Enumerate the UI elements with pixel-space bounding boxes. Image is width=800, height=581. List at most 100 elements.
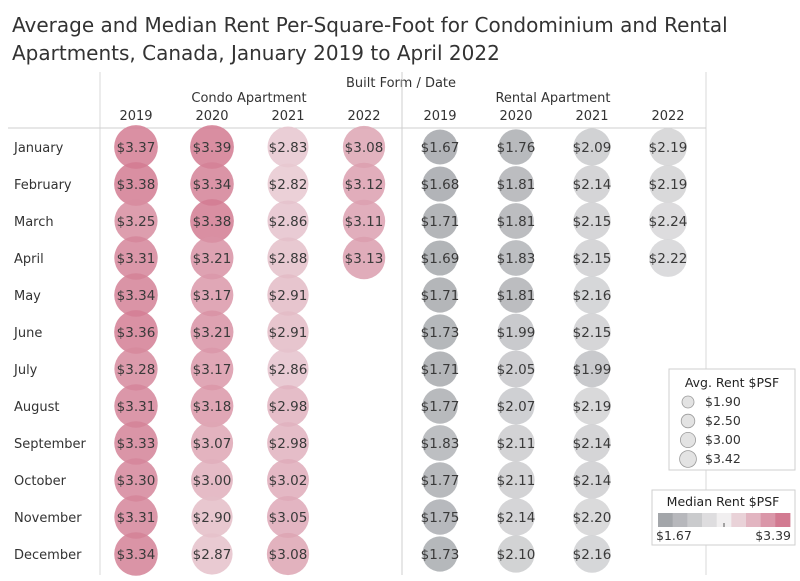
value-label: $1.81 xyxy=(497,288,536,304)
color-ramp-step xyxy=(702,513,718,527)
value-label: $3.05 xyxy=(269,510,308,526)
value-circle xyxy=(573,276,611,314)
value-label: $1.68 xyxy=(421,177,460,193)
value-label: $3.38 xyxy=(117,177,156,193)
color-ramp-step xyxy=(658,513,674,527)
value-label: $1.83 xyxy=(497,251,536,267)
value-circle xyxy=(498,129,534,165)
row-labels: January February March April May June July Augu… xyxy=(13,141,87,563)
value-circle xyxy=(497,461,535,499)
value-circle xyxy=(497,313,535,351)
value-label: $3.28 xyxy=(117,362,156,378)
value-label: $2.09 xyxy=(573,140,612,156)
value-label: $2.91 xyxy=(269,288,308,304)
value-circle xyxy=(573,313,611,351)
value-circle xyxy=(114,125,158,169)
value-circle xyxy=(422,425,458,461)
value-label: $2.98 xyxy=(269,399,308,415)
value-circle xyxy=(573,128,611,166)
value-circle xyxy=(267,163,309,205)
color-legend-min: $1.67 xyxy=(656,528,692,543)
value-circle xyxy=(573,202,611,240)
value-label: $3.08 xyxy=(345,140,384,156)
value-label: $2.15 xyxy=(573,251,612,267)
column-headers: Condo Apartment 2019 2020 2021 2022 Rental Ap… xyxy=(119,91,684,124)
value-circle xyxy=(190,421,234,465)
size-legend-circle xyxy=(680,413,696,429)
value-label: $2.88 xyxy=(269,251,308,267)
value-circle xyxy=(573,424,611,462)
value-label: $3.30 xyxy=(117,473,156,489)
value-circle xyxy=(498,203,534,239)
value-label: $3.11 xyxy=(345,214,384,230)
value-label: $2.11 xyxy=(497,473,536,489)
value-label: $1.76 xyxy=(497,140,536,156)
value-label: $1.75 xyxy=(421,510,460,526)
value-circle xyxy=(573,350,611,388)
value-circle xyxy=(422,499,458,535)
value-circle xyxy=(497,387,535,425)
value-label: $1.99 xyxy=(497,325,536,341)
value-label: $2.86 xyxy=(269,362,308,378)
color-ramp-step xyxy=(746,513,762,527)
month-label: January xyxy=(13,141,64,156)
value-label: $2.24 xyxy=(649,214,688,230)
value-circle xyxy=(190,347,234,391)
value-circle xyxy=(190,310,234,354)
month-label: June xyxy=(13,326,42,341)
value-label: $2.20 xyxy=(573,510,612,526)
value-circle xyxy=(267,126,309,168)
value-circle xyxy=(267,459,309,501)
month-label: March xyxy=(14,215,54,230)
data-marks: $3.37 $3.38 $3.25 $3.31 $3.34 $3.36 $3.28 $3.31… xyxy=(114,125,687,576)
value-circle xyxy=(190,199,234,243)
value-label: $3.34 xyxy=(193,177,232,193)
value-label: $3.02 xyxy=(269,473,308,489)
value-circle xyxy=(191,459,233,501)
value-circle xyxy=(190,236,234,280)
year-header: 2022 xyxy=(651,109,684,124)
size-legend-items: $1.90 $2.50 $3.00 $3.42 xyxy=(679,394,741,468)
value-circle xyxy=(267,311,309,353)
value-circle xyxy=(497,535,535,573)
value-circle xyxy=(266,495,310,539)
group-header: Condo Apartment xyxy=(191,91,306,106)
color-legend-title: Median Rent $PSF xyxy=(667,494,780,509)
value-label: $2.05 xyxy=(497,362,536,378)
year-header: 2021 xyxy=(271,109,304,124)
size-legend-title: Avg. Rent $PSF xyxy=(685,375,779,390)
color-legend-max: $3.39 xyxy=(755,528,791,543)
value-label: $2.82 xyxy=(269,177,308,193)
chart-title-line-2: Apartments, Canada, January 2019 to Apri… xyxy=(12,41,500,65)
value-label: $2.98 xyxy=(269,436,308,452)
value-circle xyxy=(649,165,687,203)
value-circle xyxy=(114,458,158,502)
value-circle xyxy=(498,166,534,202)
value-label: $2.11 xyxy=(497,436,536,452)
value-label: $2.14 xyxy=(573,177,612,193)
color-legend: Median Rent $PSF $1.67 $3.39 xyxy=(651,489,796,546)
month-label: August xyxy=(14,400,60,415)
month-label: May xyxy=(14,289,41,304)
value-circle xyxy=(422,277,458,313)
year-header: 2020 xyxy=(195,109,228,124)
value-label: $3.36 xyxy=(117,325,156,341)
color-ramp xyxy=(658,513,791,527)
value-circle xyxy=(422,166,458,202)
value-label: $3.21 xyxy=(193,251,232,267)
month-label: April xyxy=(14,252,44,267)
value-circle xyxy=(422,536,458,572)
value-circle xyxy=(422,351,458,387)
value-circle xyxy=(342,162,386,206)
value-label: $3.17 xyxy=(193,362,232,378)
size-legend-label: $3.42 xyxy=(705,451,741,466)
color-ramp-step xyxy=(672,513,688,527)
value-circle xyxy=(114,199,158,243)
value-circle xyxy=(497,424,535,462)
value-label: $3.21 xyxy=(193,325,232,341)
value-circle xyxy=(422,462,458,498)
value-circle xyxy=(190,125,234,169)
value-circle xyxy=(498,277,534,313)
chart-title-line-1: Average and Median Rent Per-Square-Foot … xyxy=(12,13,728,37)
value-label: $2.14 xyxy=(573,436,612,452)
